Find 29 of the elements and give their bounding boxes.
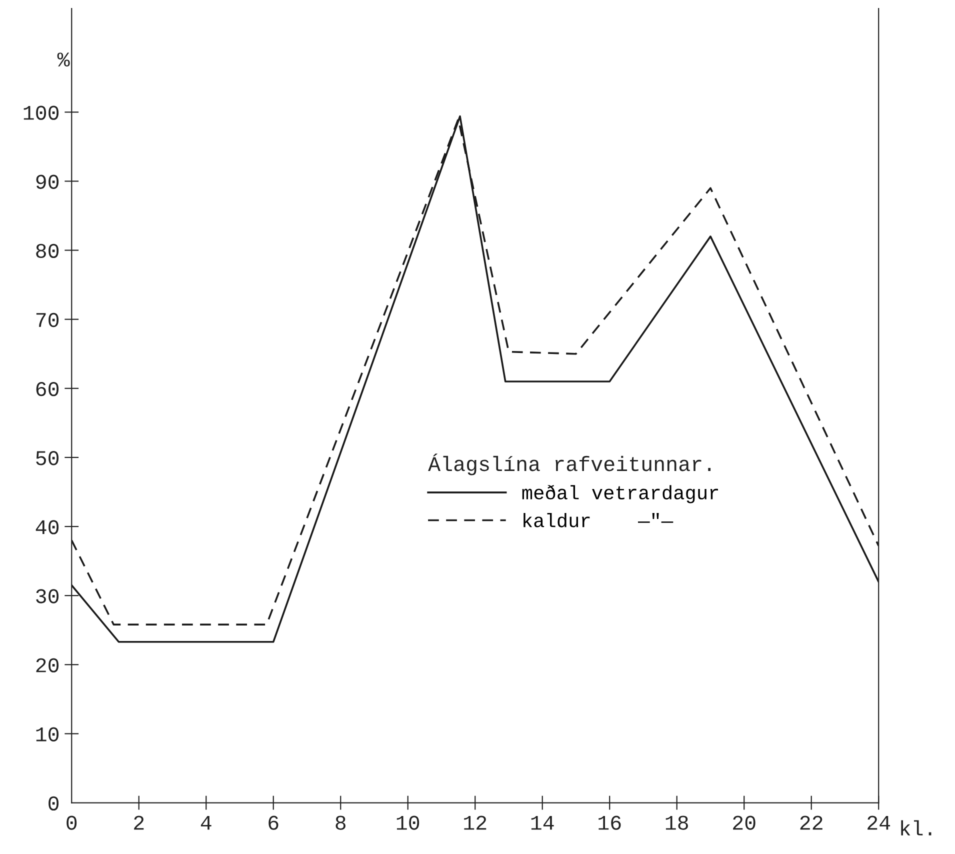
y-tick-label: 30 (36, 589, 59, 604)
y-tick-label: 90 (36, 174, 59, 189)
x-tick-label: 10 (396, 816, 420, 830)
y-tick-label: 60 (36, 382, 59, 396)
x-tick-label: 16 (598, 816, 621, 830)
y-tick-label: 40 (36, 520, 59, 534)
y-tick-label: 0 (48, 796, 59, 811)
y-tick-label: 50 (36, 451, 59, 466)
x-axis-title: kl. (901, 820, 932, 836)
y-tick-label: 80 (36, 244, 59, 258)
x-tick-label: 6 (268, 816, 278, 830)
x-tick-label: 18 (666, 816, 688, 830)
y-tick-label: 20 (36, 658, 59, 672)
x-tick-label: 8 (336, 816, 346, 830)
x-tick-label: 2 (134, 816, 144, 830)
legend-label: kaldur —"— (524, 512, 674, 528)
x-tick-label: 20 (733, 816, 756, 830)
x-tick-label: 4 (200, 816, 212, 830)
x-tick-label: 24 (868, 816, 890, 830)
x-tick-label: 0 (66, 816, 77, 830)
legend-label: meðal vetrardagur (522, 485, 718, 504)
y-tick-label: 70 (36, 312, 59, 328)
x-tick-label: 12 (464, 816, 486, 830)
x-tick-label: 14 (531, 816, 554, 830)
x-tick-label: 22 (800, 816, 822, 830)
y-axis-title: % (57, 52, 70, 67)
y-tick-label: 100 (24, 106, 59, 120)
legend-title: Álagslína rafveitunnar. (428, 454, 711, 476)
y-tick-label: 10 (36, 727, 59, 742)
